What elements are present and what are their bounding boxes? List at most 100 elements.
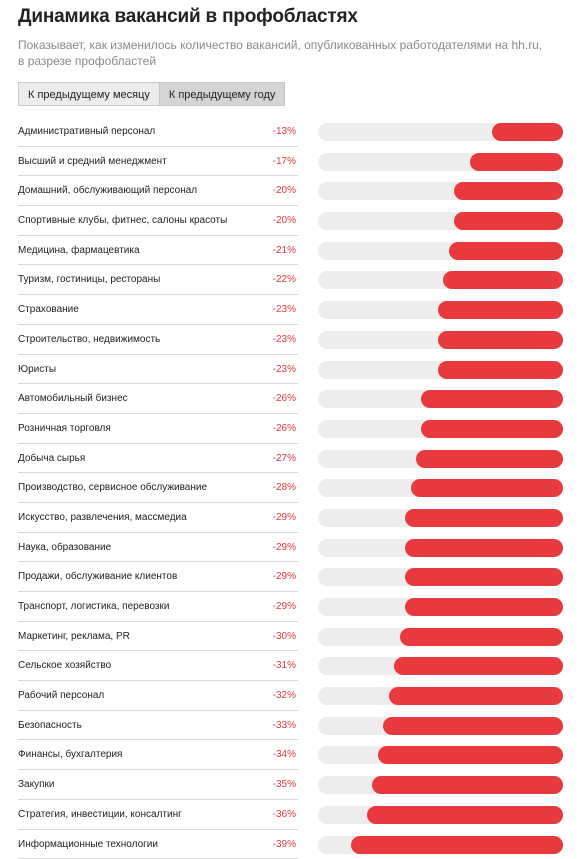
chart-row: Закупки -35%: [0, 770, 583, 800]
bar: [388, 687, 563, 706]
bar-track: [318, 241, 563, 260]
category-label: Туризм, гостиницы, рестораны: [18, 274, 161, 286]
value-label: -34%: [272, 749, 296, 761]
bar-track: [318, 419, 563, 438]
bar: [448, 241, 563, 260]
row-divider: [18, 323, 298, 325]
chart-row: Юристы -23%: [0, 355, 583, 385]
row-divider: [18, 709, 298, 711]
chart-row: Финансы, бухгалтерия -34%: [0, 740, 583, 771]
category-label: Административный персонал: [18, 126, 156, 137]
bar: [470, 152, 563, 171]
value-label: -23%: [272, 363, 296, 375]
tab-previous-month[interactable]: К предыдущему месяцу: [18, 82, 160, 106]
value-label: -22%: [272, 274, 296, 286]
value-label: -20%: [272, 185, 296, 197]
value-label: -31%: [272, 660, 296, 672]
bar-track: [318, 716, 563, 735]
value-label: -28%: [272, 482, 296, 494]
value-label: -30%: [272, 630, 296, 642]
chart-row: Высший и средний менеджмент -17%: [0, 147, 583, 177]
bar-track: [318, 568, 563, 587]
value-label: -13%: [272, 126, 296, 137]
chart-row: Продажи, обслуживание клиентов -29%: [0, 562, 583, 592]
value-label: -39%: [272, 838, 296, 850]
bar-track: [318, 805, 563, 824]
chart-row: Розничная торговля -26%: [0, 414, 583, 444]
tab-previous-year[interactable]: К предыдущему году: [159, 82, 286, 106]
bar-track: [318, 627, 563, 646]
chart-row: Маркетинг, реклама, PR -30%: [0, 622, 583, 652]
chart-row: Строительство, недвижимость -23%: [0, 325, 583, 355]
value-label: -23%: [272, 333, 296, 345]
bar-track: [318, 330, 563, 349]
chart-row: Стратегия, инвестиции, консалтинг -36%: [0, 800, 583, 830]
bar: [437, 301, 563, 320]
category-label: Страхование: [18, 304, 79, 316]
row-divider: [18, 442, 298, 444]
chart-row: Транспорт, логистика, перевозки -29%: [0, 592, 583, 622]
bar: [405, 508, 563, 527]
row-divider: [18, 620, 298, 622]
bar-track: [318, 538, 563, 557]
category-label: Автомобильный бизнес: [18, 393, 128, 405]
value-label: -20%: [272, 215, 296, 227]
bar: [405, 598, 563, 616]
category-label: Высший и средний менеджмент: [18, 155, 167, 167]
category-label: Безопасность: [18, 719, 82, 731]
row-divider: [18, 294, 298, 296]
category-label: Искусство, развлечения, массмедиа: [18, 511, 187, 523]
category-label: Стратегия, инвестиции, консалтинг: [18, 808, 182, 820]
bar: [399, 627, 563, 646]
value-label: -29%: [272, 601, 296, 612]
chart-row: Домашний, обслуживающий персонал -20%: [0, 176, 583, 207]
value-label: -36%: [272, 808, 296, 820]
chart-row: Информационные технологии -39%: [0, 830, 583, 859]
chart-row: Добыча сырья -27%: [0, 444, 583, 474]
category-label: Наука, образование: [18, 541, 112, 553]
bar-track: [318, 212, 563, 231]
value-label: -26%: [272, 422, 296, 434]
category-label: Добыча сырья: [18, 452, 86, 464]
bar: [394, 657, 563, 676]
value-label: -17%: [272, 155, 296, 167]
bar-track: [318, 479, 563, 498]
category-label: Закупки: [18, 779, 55, 791]
bar-track: [318, 508, 563, 527]
bar: [492, 123, 563, 141]
value-label: -35%: [272, 779, 296, 791]
bar-track: [318, 746, 563, 765]
row-divider: [18, 739, 298, 741]
chart-row: Медицина, фармацевтика -21%: [0, 236, 583, 266]
chart-row: Страхование -23%: [0, 295, 583, 325]
bar: [410, 479, 563, 498]
category-label: Сельское хозяйство: [18, 660, 112, 672]
category-label: Продажи, обслуживание клиентов: [18, 571, 178, 583]
bar: [372, 776, 563, 795]
row-divider: [18, 145, 298, 147]
row-divider: [18, 472, 298, 474]
bar-track: [318, 835, 563, 854]
row-divider: [18, 264, 298, 266]
value-label: -32%: [272, 690, 296, 702]
bar: [437, 330, 563, 349]
category-label: Розничная торговля: [18, 422, 111, 434]
category-label: Строительство, недвижимость: [18, 333, 161, 345]
row-divider: [18, 680, 298, 682]
chart-row: Рабочий персонал -32%: [0, 681, 583, 711]
bar-chart: Административный персонал -13% Высший и ср…: [0, 117, 583, 859]
bar: [421, 419, 563, 438]
category-label: Маркетинг, реклама, PR: [18, 630, 130, 642]
category-label: Юристы: [18, 363, 57, 375]
row-divider: [18, 412, 298, 414]
bar-track: [318, 301, 563, 320]
category-label: Производство, сервисное обслуживание: [18, 482, 208, 494]
value-label: -23%: [272, 304, 296, 316]
bar: [454, 182, 563, 201]
bar-track: [318, 598, 563, 616]
row-divider: [18, 234, 298, 236]
category-label: Информационные технологии: [18, 838, 158, 850]
bar: [383, 716, 563, 735]
category-label: Медицина, фармацевтика: [18, 244, 140, 256]
